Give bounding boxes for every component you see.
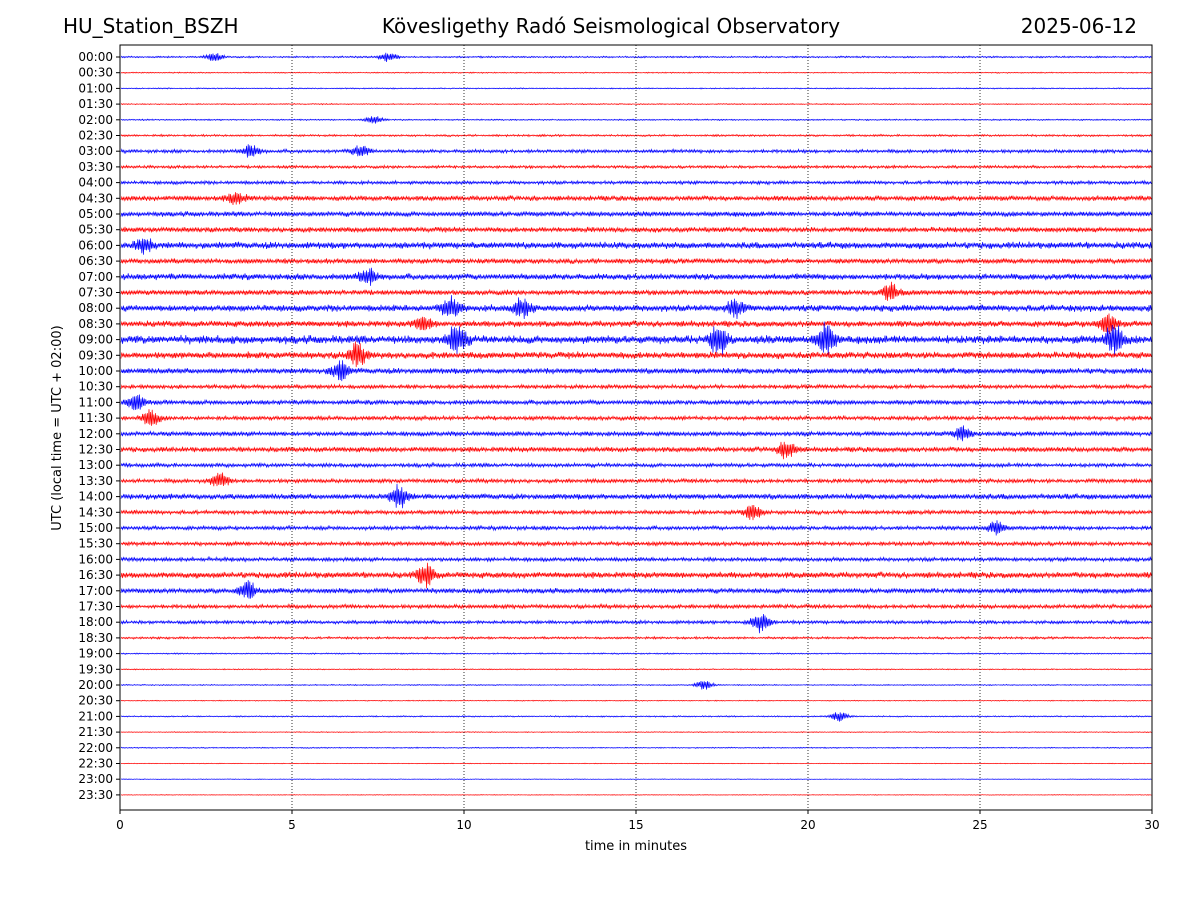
x-tick-label: 20 xyxy=(800,818,815,832)
y-tick-label: 21:30 xyxy=(78,725,113,739)
trace-0430 xyxy=(120,192,1152,205)
y-tick-label: 04:00 xyxy=(78,176,113,190)
y-tick-label: 01:00 xyxy=(78,81,113,95)
y-tick-label: 10:30 xyxy=(78,380,113,394)
trace-0700 xyxy=(120,267,1152,286)
trace-1900 xyxy=(120,652,1152,655)
y-tick-label: 22:30 xyxy=(78,757,113,771)
y-tick-label: 11:00 xyxy=(78,395,113,409)
y-tick-label: 09:00 xyxy=(78,333,113,347)
y-tick-label: 12:00 xyxy=(78,427,113,441)
trace-2030 xyxy=(120,699,1152,702)
trace-0130 xyxy=(120,102,1152,106)
y-tick-label: 04:30 xyxy=(78,191,113,205)
y-tick-label: 15:30 xyxy=(78,537,113,551)
trace-2230 xyxy=(120,762,1152,765)
trace-1830 xyxy=(120,635,1152,641)
x-axis-label: time in minutes xyxy=(585,839,687,854)
y-axis-label: UTC (local time = UTC + 02:00) xyxy=(50,325,65,530)
y-tick-label: 01:30 xyxy=(78,97,113,111)
y-tick-label: 02:00 xyxy=(78,113,113,127)
trace-0530 xyxy=(120,226,1152,234)
trace-1030 xyxy=(120,383,1152,391)
y-tick-label: 16:30 xyxy=(78,568,113,582)
y-tick-label: 18:30 xyxy=(78,631,113,645)
x-tick-label: 15 xyxy=(628,818,643,832)
y-tick-label: 09:30 xyxy=(78,348,113,362)
y-tick-label: 08:30 xyxy=(78,317,113,331)
trace-2100 xyxy=(120,712,1152,722)
trace-1730 xyxy=(120,602,1152,610)
x-tick-label: 10 xyxy=(456,818,471,832)
y-tick-label: 23:30 xyxy=(78,788,113,802)
y-tick-label: 13:30 xyxy=(78,474,113,488)
x-tick-label: 0 xyxy=(116,818,124,832)
y-tick-label: 17:00 xyxy=(78,584,113,598)
y-tick-label: 05:30 xyxy=(78,223,113,237)
y-tick-label: 11:30 xyxy=(78,411,113,425)
y-tick-label: 19:30 xyxy=(78,662,113,676)
y-tick-label: 23:00 xyxy=(78,772,113,786)
y-tick-label: 14:00 xyxy=(78,490,113,504)
y-tick-label: 03:30 xyxy=(78,160,113,174)
y-tick-label: 00:30 xyxy=(78,66,113,80)
y-tick-label: 02:30 xyxy=(78,129,113,143)
gridlines xyxy=(291,45,981,810)
y-tick-label: 20:30 xyxy=(78,694,113,708)
x-tick-label: 25 xyxy=(972,818,987,832)
x-axis: 0 5 10 15 20 25 30 xyxy=(116,810,1160,832)
x-tick-label: 30 xyxy=(1144,818,1159,832)
trace-1800 xyxy=(120,613,1152,634)
trace-0900 xyxy=(120,321,1152,357)
y-tick-label: 03:00 xyxy=(78,144,113,158)
trace-2300 xyxy=(120,778,1152,781)
trace-1430 xyxy=(120,504,1152,521)
y-tick-label: 14:30 xyxy=(78,505,113,519)
station-label: HU_Station_BSZH xyxy=(63,14,239,38)
y-tick-label: 07:30 xyxy=(78,286,113,300)
y-tick-label: 21:00 xyxy=(78,709,113,723)
y-tick-label: 17:30 xyxy=(78,600,113,614)
y-tick-label: 16:00 xyxy=(78,552,113,566)
y-tick-label: 10:00 xyxy=(78,364,113,378)
trace-1500 xyxy=(120,520,1152,536)
y-tick-label: 12:30 xyxy=(78,443,113,457)
y-tick-label: 18:00 xyxy=(78,615,113,629)
trace-2000 xyxy=(120,680,1152,690)
traces-group xyxy=(120,52,1152,796)
y-tick-label: 07:00 xyxy=(78,270,113,284)
y-tick-label: 15:00 xyxy=(78,521,113,535)
y-tick-label: 19:00 xyxy=(78,647,113,661)
trace-0330 xyxy=(120,164,1152,170)
trace-1600 xyxy=(120,555,1152,563)
y-tick-label: 00:00 xyxy=(78,50,113,64)
y-tick-label: 05:00 xyxy=(78,207,113,221)
y-tick-label: 08:00 xyxy=(78,301,113,315)
y-tick-label: 06:00 xyxy=(78,238,113,252)
y-tick-label: 20:00 xyxy=(78,678,113,692)
y-tick-label: 13:00 xyxy=(78,458,113,472)
y-tick-label: 06:30 xyxy=(78,254,113,268)
y-tick-label: 22:00 xyxy=(78,741,113,755)
chart-title: Kövesligethy Radó Seismological Observat… xyxy=(381,14,841,38)
trace-1630 xyxy=(120,562,1152,589)
x-tick-label: 5 xyxy=(288,818,296,832)
trace-0100 xyxy=(120,87,1152,90)
date-label: 2025-06-12 xyxy=(1020,14,1137,38)
